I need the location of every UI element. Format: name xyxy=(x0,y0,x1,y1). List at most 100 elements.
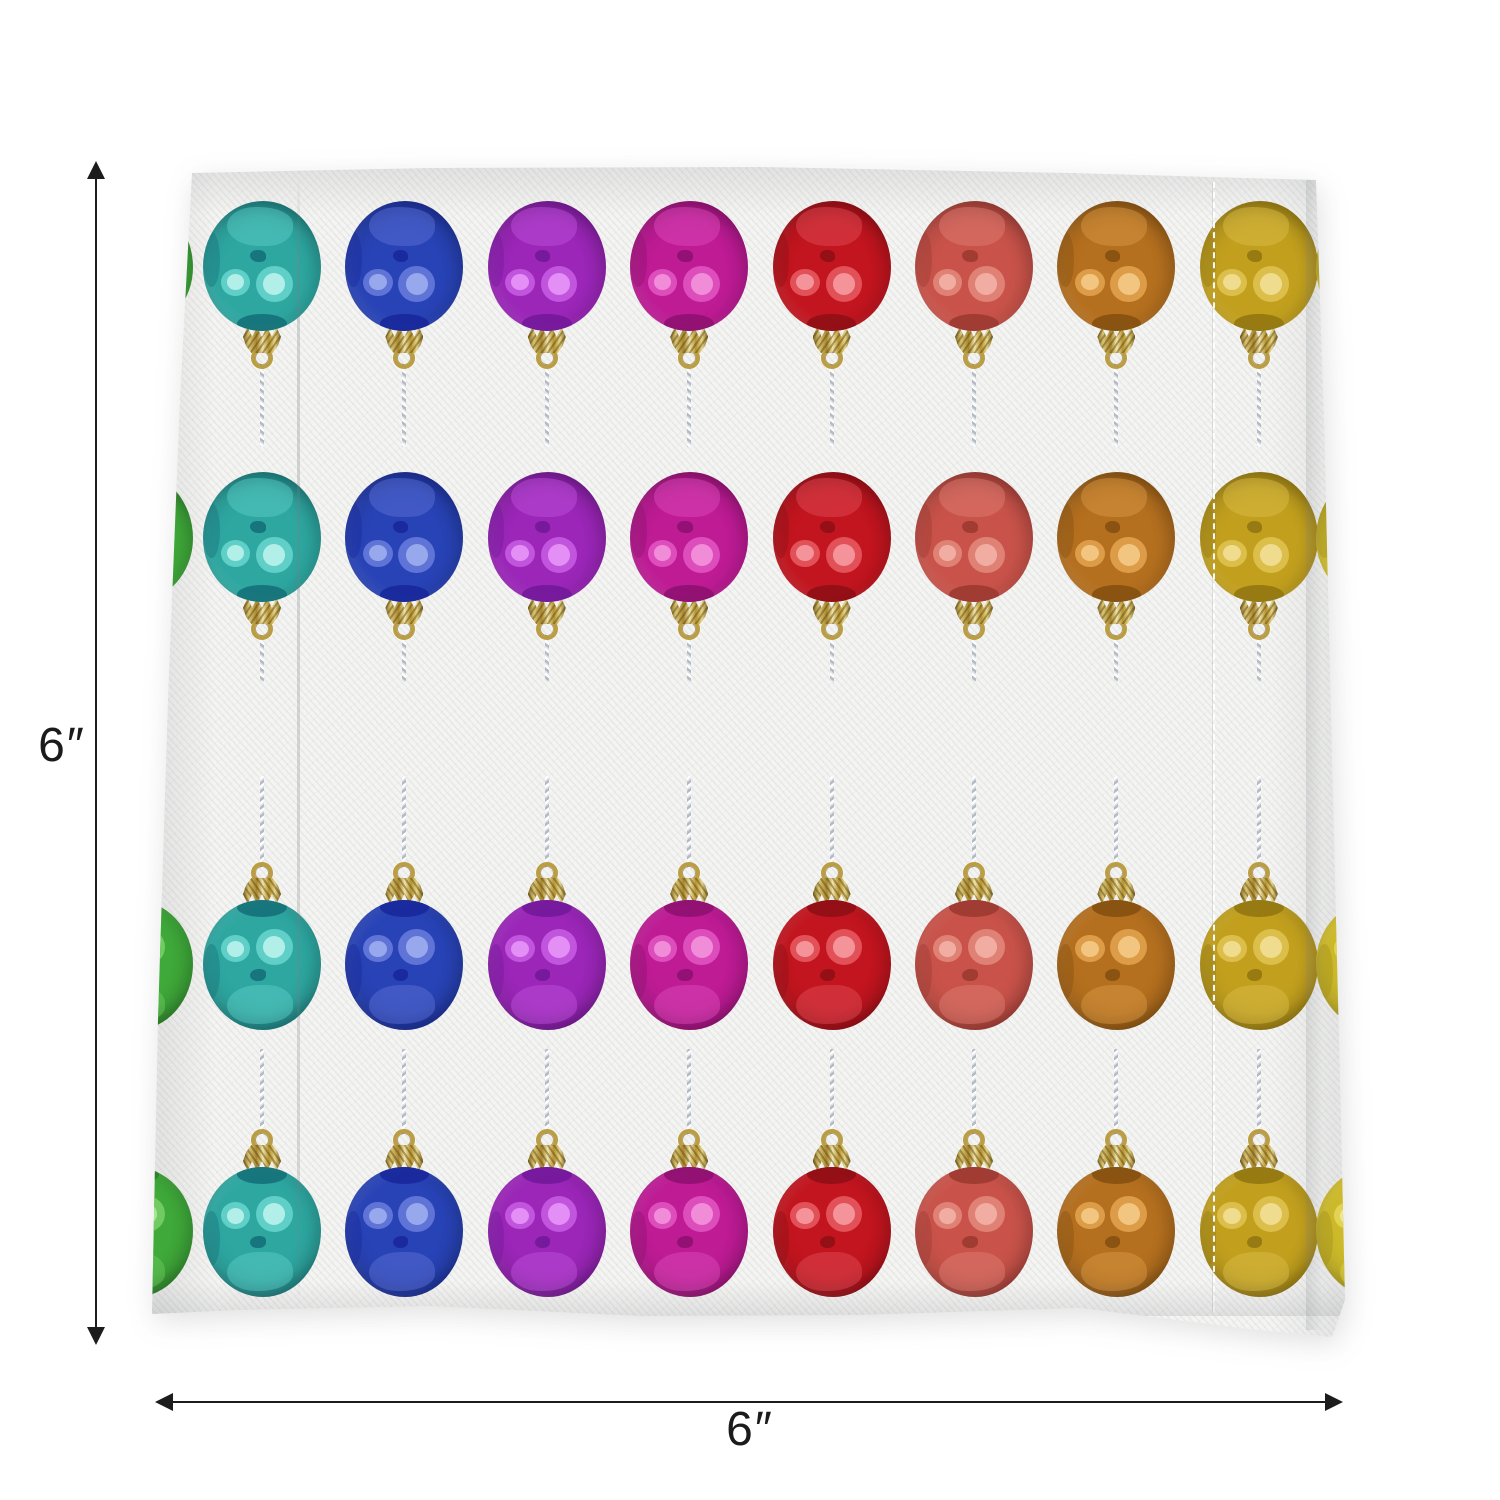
ball-neck-shadow xyxy=(806,314,857,331)
ball-highlight-small xyxy=(505,1202,535,1230)
ball-edge-shade xyxy=(915,944,932,999)
ball-neck-shadow xyxy=(1234,1167,1284,1184)
ball-neck-shadow xyxy=(949,314,999,331)
ball-highlight-small xyxy=(1075,539,1105,567)
ornament-purple xyxy=(487,776,606,1030)
ball-sheen xyxy=(1080,984,1148,1024)
ornament-coral xyxy=(915,472,1033,682)
ball-highlight-big xyxy=(1110,537,1148,574)
ball-sheen xyxy=(938,478,1005,518)
ball-edge-shade xyxy=(345,503,362,558)
ball-sheen xyxy=(1080,207,1148,247)
ornament-hook-ring xyxy=(123,862,145,884)
ornament-string xyxy=(1114,776,1119,868)
ornament-string xyxy=(132,634,136,682)
ball-edge-shade xyxy=(487,503,505,558)
ball-sheen xyxy=(1339,984,1345,1024)
ball-darkspot xyxy=(250,1235,266,1248)
ornament-string xyxy=(544,776,549,868)
ball-highlight-small xyxy=(1333,1202,1345,1230)
ornament-string xyxy=(402,1049,407,1135)
ornament-cap xyxy=(1356,1145,1394,1171)
ball-sheen xyxy=(511,478,578,518)
ball-sheen xyxy=(368,984,436,1024)
ornament-purple xyxy=(487,201,606,447)
ball-edge-shade xyxy=(487,1211,505,1266)
ball-darkspot xyxy=(819,968,836,981)
ball-highlight-small xyxy=(1217,539,1247,567)
ball-darkspot xyxy=(1104,250,1120,263)
arrow-left-icon xyxy=(155,1393,173,1411)
ball-sheen xyxy=(653,984,720,1024)
ball-highlight-big xyxy=(683,928,720,965)
ornament-string xyxy=(972,363,976,447)
ball-highlight-small xyxy=(363,539,393,567)
ball-highlight-small xyxy=(647,268,678,296)
ornament-bronze-orange xyxy=(1057,1049,1176,1297)
ornament-ball xyxy=(772,472,891,602)
ornament-string xyxy=(687,634,692,682)
ball-edge-shade xyxy=(915,503,932,558)
ornament-string xyxy=(260,634,264,682)
ornament-red xyxy=(772,472,891,682)
ornament-string xyxy=(260,776,264,868)
ball-darkspot xyxy=(1363,1236,1378,1248)
ball-highlight-big xyxy=(398,928,436,965)
ball-neck-shadow xyxy=(522,900,572,917)
ball-edge-shade xyxy=(1199,1211,1217,1266)
ball-edge-shade xyxy=(1057,232,1074,287)
stitch-seam xyxy=(1213,182,1215,1312)
ball-highlight-big xyxy=(1252,266,1290,303)
ball-neck-shadow xyxy=(152,1167,159,1184)
ball-edge-shade xyxy=(1316,944,1333,999)
ball-highlight-small xyxy=(363,935,393,963)
ornament-ball xyxy=(345,472,464,602)
ball-neck-shadow xyxy=(1350,314,1400,331)
ball-sheen xyxy=(152,207,165,247)
ornament-hook-ring xyxy=(1364,862,1386,884)
ornament-string xyxy=(1373,634,1377,682)
ornament-string xyxy=(132,363,136,447)
ball-darkspot xyxy=(962,250,978,263)
ball-highlight-big xyxy=(152,1195,165,1232)
ball-darkspot xyxy=(1363,969,1378,981)
arrow-down-icon xyxy=(87,1327,105,1345)
ball-highlight-big xyxy=(1369,537,1406,573)
ball-sheen xyxy=(796,984,863,1024)
ornament-string xyxy=(132,776,136,868)
ball-sheen xyxy=(653,207,720,247)
ball-darkspot xyxy=(534,521,551,534)
ornament-string xyxy=(132,1049,136,1135)
ornament-string xyxy=(1114,634,1119,682)
ball-edge-shade xyxy=(203,503,220,558)
ornament-ball xyxy=(630,900,749,1030)
ornament-ball xyxy=(630,1167,749,1297)
ball-darkspot xyxy=(1104,521,1120,534)
ball-neck-shadow xyxy=(949,1167,999,1184)
ball-darkspot xyxy=(534,1235,551,1248)
ball-sheen xyxy=(226,207,293,247)
width-dimension-line xyxy=(171,1401,1325,1403)
ball-highlight-big xyxy=(825,1195,863,1232)
ornament-ball xyxy=(1199,472,1318,602)
ball-sheen xyxy=(796,207,863,247)
ball-highlight-small xyxy=(1075,268,1105,296)
ornament-string xyxy=(972,634,976,682)
ball-edge-shade xyxy=(915,1211,932,1266)
ball-darkspot xyxy=(1246,968,1263,981)
ball-darkspot xyxy=(819,250,836,263)
ornament-ball xyxy=(345,201,464,331)
ornament-string xyxy=(402,634,407,682)
ornament-magenta xyxy=(630,1049,749,1297)
ball-edge-shade xyxy=(630,944,647,999)
ball-darkspot xyxy=(677,250,693,263)
ball-darkspot xyxy=(534,968,551,981)
ball-neck-shadow xyxy=(522,314,572,331)
ornament-teal xyxy=(203,1049,321,1297)
ornament-ball xyxy=(1199,900,1318,1030)
ball-neck-shadow xyxy=(152,585,159,602)
ornament-ball xyxy=(152,201,193,331)
ball-neck-shadow xyxy=(1091,900,1142,917)
